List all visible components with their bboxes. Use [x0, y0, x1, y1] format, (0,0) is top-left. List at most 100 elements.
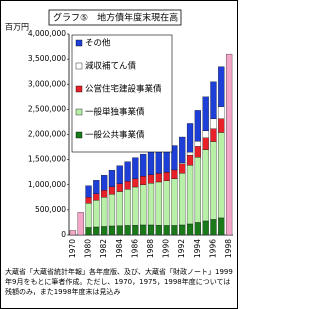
- y-tick-label: 1,000,000: [28, 180, 66, 189]
- bar-segment: [210, 118, 217, 129]
- bar-segment: [155, 173, 162, 183]
- bar-segment: [194, 141, 201, 147]
- y-tick-label: 1,500,000: [28, 155, 66, 164]
- x-tick-label: 1990: [162, 239, 171, 258]
- bar-segment: [77, 212, 84, 236]
- bar-segment: [124, 189, 131, 226]
- bar-segment: [171, 225, 178, 236]
- bar-segment: [186, 123, 194, 153]
- bar-segment: [132, 178, 139, 188]
- bar-segment: [179, 163, 186, 174]
- y-tick-label: 3,500,000: [28, 54, 66, 63]
- bar-segment: [132, 186, 139, 226]
- legend-swatch: [75, 108, 83, 116]
- y-tick-label: 2,000,000: [28, 130, 66, 139]
- bar-segment: [132, 157, 139, 179]
- x-tick-label: 1994: [193, 239, 202, 258]
- bar-segment: [210, 141, 217, 220]
- y-tick-label: 500,000: [35, 205, 66, 214]
- x-tick-label: 1980: [84, 239, 93, 258]
- bar-segment: [186, 223, 194, 236]
- bar-segment: [218, 66, 225, 107]
- bar-segment: [101, 190, 108, 198]
- legend-label: 減収補てん債: [85, 61, 137, 72]
- bar-segment: [85, 197, 92, 204]
- bar-segment: [140, 153, 147, 177]
- bar-segment: [186, 151, 194, 156]
- bar-segment: [163, 180, 170, 226]
- bar-segment: [202, 149, 209, 222]
- bar-segment: [218, 106, 225, 119]
- bar-segment: [147, 151, 155, 175]
- bar-segment: [147, 183, 155, 226]
- bar-segment: [179, 136, 186, 164]
- bar-segment: [85, 185, 92, 198]
- legend-label: 一般単独事業債: [85, 107, 145, 118]
- bar-segment: [194, 156, 201, 223]
- bar-segment: [93, 226, 100, 236]
- x-tick-label: 1998: [224, 239, 233, 258]
- bar-segment: [101, 175, 108, 191]
- bar-segment: [194, 222, 201, 236]
- bar-segment: [194, 146, 201, 158]
- legend-label: その他: [85, 38, 111, 49]
- bar-segment: [140, 184, 147, 226]
- bar-segment: [101, 197, 108, 227]
- bar-segment: [155, 181, 162, 226]
- bar-segment: [155, 149, 162, 174]
- legend-box: [71, 34, 173, 153]
- bar-segment: [140, 176, 147, 185]
- x-tick-label: 1984: [115, 239, 124, 258]
- bar-segment: [218, 217, 225, 236]
- bar-segment: [210, 128, 217, 142]
- x-tick-label: 1982: [99, 239, 108, 258]
- legend-label: 公営住宅建設事業債: [85, 84, 162, 95]
- y-tick-label: 2,500,000: [28, 104, 66, 113]
- bar-segment: [218, 132, 225, 219]
- chart-frame: グラフ⑤ 地方債年度末現在高 百万円 0 500,000 1,000,000 1,50…: [0, 0, 238, 309]
- x-tick-label: 1992: [177, 239, 186, 258]
- bar-segment: [85, 227, 92, 236]
- bar-segment: [179, 224, 186, 236]
- bar-segment: [147, 224, 155, 236]
- bar-segment: [202, 96, 209, 131]
- bar-segment: [124, 225, 131, 236]
- y-axis-label: 百万円: [5, 23, 29, 32]
- x-tick-label: 1986: [130, 239, 139, 258]
- bar-segment: [210, 81, 217, 119]
- bar-segment: [85, 203, 92, 228]
- bar-segment: [108, 170, 116, 187]
- bar-segment: [116, 183, 123, 192]
- bar-segment: [171, 178, 178, 226]
- title-box: [48, 9, 182, 26]
- bar-segment: [171, 145, 178, 171]
- bar-segment: [194, 110, 201, 142]
- x-tick-label: 1970: [68, 239, 77, 258]
- bar-segment: [93, 180, 100, 194]
- bar-segment: [108, 225, 116, 236]
- bar-segment: [218, 118, 225, 133]
- legend-swatch: [75, 131, 83, 139]
- bar-segment: [116, 191, 123, 226]
- legend-label: 一般公共事業債: [85, 130, 145, 141]
- bar-segment: [179, 173, 186, 226]
- bar-segment: [116, 225, 123, 236]
- bar-segment: [179, 162, 186, 165]
- legend-swatch: [75, 62, 83, 70]
- bar-segment: [69, 230, 77, 236]
- legend-swatch: [75, 85, 83, 93]
- bar-segment: [202, 137, 209, 150]
- bar-segment: [171, 169, 178, 179]
- chart: グラフ⑤ 地方債年度末現在高 百万円 0 500,000 1,000,000 1,50…: [5, 9, 233, 258]
- bar-segment: [163, 172, 170, 181]
- bar-segment: [186, 165, 194, 225]
- bar-segment: [93, 193, 100, 201]
- bar-segment: [202, 130, 209, 138]
- chart-title: グラフ⑤ 地方債年度末現在高: [53, 12, 178, 24]
- bar-segment: [186, 154, 194, 166]
- footnote: 大蔵省「大蔵省統計年報」各年度版、及び、大蔵省「財政ノート」1999年9月をもと…: [5, 268, 233, 296]
- bar-segment: [132, 225, 139, 236]
- x-tick-label: 1988: [146, 239, 155, 258]
- bar-segment: [108, 194, 116, 227]
- bar-segment: [124, 161, 131, 182]
